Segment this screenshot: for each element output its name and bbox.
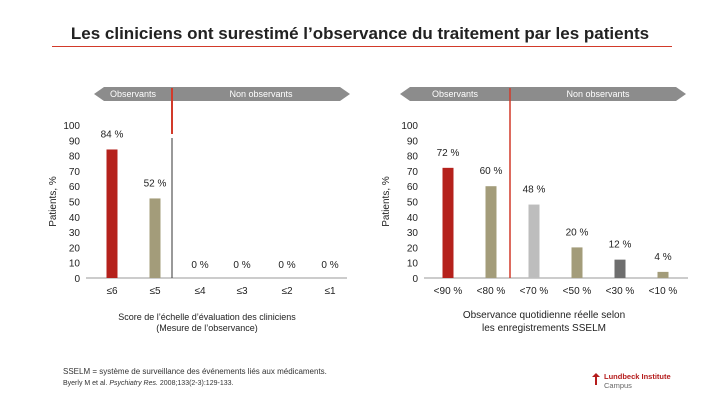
right-x-axis-title-line2: les enregistrements SSELM — [482, 323, 606, 334]
right-y-tick-label: 20 — [407, 243, 419, 254]
footnote-abbreviation: SSELM = système de surveillance des évén… — [63, 367, 327, 376]
left-y-tick-label: 10 — [69, 259, 81, 270]
left-y-tick-label: 100 — [63, 121, 80, 132]
left-x-tick-label: ≤4 — [194, 286, 205, 297]
right-bar — [571, 247, 583, 278]
left-header-non-observants: Non observants — [229, 89, 293, 99]
reference-details: 2008;133(2-3):129-133. — [159, 380, 234, 387]
right-bar — [485, 186, 497, 278]
left-data-label: 0 % — [233, 260, 250, 271]
left-y-tick-label: 80 — [69, 152, 81, 163]
right-y-tick-label: 30 — [407, 228, 419, 239]
left-header-observants: Observants — [110, 89, 157, 99]
left-bar — [106, 149, 118, 278]
right-y-tick-label: 40 — [407, 213, 419, 224]
left-x-tick-label: ≤6 — [106, 286, 117, 297]
right-y-tick-label: 80 — [407, 152, 419, 163]
left-data-label: 0 % — [278, 260, 295, 271]
left-x-axis-title: Score de l’échelle d’évaluation des clin… — [100, 312, 314, 334]
right-bar — [528, 204, 540, 278]
left-header-arrow — [94, 87, 350, 101]
right-header-non-observants: Non observants — [566, 89, 630, 99]
left-y-tick-label: 30 — [69, 228, 81, 239]
right-data-label: 72 % — [437, 148, 460, 159]
right-bar — [657, 271, 669, 278]
right-y-tick-label: 100 — [401, 121, 418, 132]
left-y-tick-label: 40 — [69, 213, 81, 224]
right-y-tick-label: 50 — [407, 198, 419, 209]
right-bar — [614, 259, 626, 278]
brand-sub: Campus — [604, 381, 632, 390]
left-y-tick-label: 60 — [69, 182, 81, 193]
left-data-label: 0 % — [321, 260, 338, 271]
left-x-axis-title-line2: (Mesure de l’observance) — [156, 323, 258, 333]
right-y-axis-title: Patients, % — [381, 176, 392, 227]
right-y-tick-label: 10 — [407, 259, 419, 270]
left-y-tick-label: 0 — [74, 274, 80, 285]
left-y-tick-label: 70 — [69, 167, 81, 178]
left-y-tick-label: 90 — [69, 136, 81, 147]
left-y-tick-label: 50 — [69, 198, 81, 209]
left-x-tick-label: ≤5 — [149, 286, 160, 297]
right-y-tick-label: 0 — [412, 274, 418, 285]
right-y-tick-label: 90 — [407, 136, 419, 147]
right-x-tick-label: <90 % — [434, 286, 463, 297]
right-x-tick-label: <70 % — [520, 286, 549, 297]
right-x-axis-title-line1: Observance quotidienne réelle selon — [462, 310, 626, 321]
reference-journal: Psychiatry Res. — [109, 380, 158, 387]
right-x-tick-label: <50 % — [563, 286, 592, 297]
left-y-axis-title: Patients, % — [48, 176, 59, 227]
right-data-label: 4 % — [654, 252, 671, 263]
right-data-label: 20 % — [566, 227, 589, 238]
right-x-tick-label: <10 % — [649, 286, 678, 297]
right-bar — [442, 167, 454, 278]
left-y-tick-label: 20 — [69, 243, 81, 254]
title-divider — [52, 46, 672, 47]
right-y-tick-label: 60 — [407, 182, 419, 193]
right-y-tick-label: 70 — [407, 167, 419, 178]
left-data-label: 52 % — [144, 178, 167, 189]
right-header-observants: Observants — [432, 89, 479, 99]
right-header-arrow — [400, 87, 686, 101]
brand-logo-icon — [592, 373, 600, 385]
right-x-tick-label: <80 % — [477, 286, 506, 297]
reference-authors: Byerly M et al. — [63, 380, 108, 387]
right-data-label: 60 % — [480, 166, 503, 177]
right-data-label: 48 % — [523, 185, 546, 196]
left-x-tick-label: ≤3 — [236, 286, 247, 297]
left-data-label: 0 % — [191, 260, 208, 271]
right-x-axis-title: Observance quotidienne réelle selon les … — [428, 309, 660, 335]
footnote-reference: Byerly M et al. Psychiatry Res. 2008;133… — [63, 380, 233, 387]
left-bar — [149, 198, 161, 278]
right-data-label: 12 % — [609, 240, 632, 251]
left-x-axis-title-line1: Score de l’échelle d’évaluation des clin… — [118, 312, 296, 322]
left-data-label: 84 % — [101, 129, 124, 140]
left-x-tick-label: ≤1 — [324, 286, 335, 297]
right-x-tick-label: <30 % — [606, 286, 635, 297]
page-title: Les cliniciens ont surestimé l’observanc… — [70, 24, 650, 43]
brand-name: Lundbeck Institute — [604, 372, 671, 381]
brand-logo: Lundbeck Institute Campus — [604, 372, 671, 390]
left-x-tick-label: ≤2 — [281, 286, 292, 297]
